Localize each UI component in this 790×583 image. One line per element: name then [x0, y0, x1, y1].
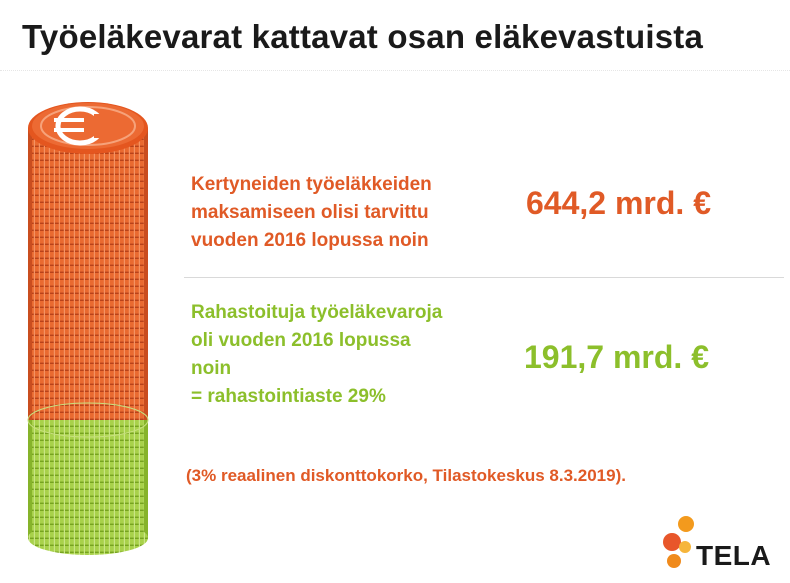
coin-stack-orange	[28, 128, 148, 420]
tela-logo: TELA	[660, 512, 772, 574]
funds-line: oli vuoden 2016 lopussa	[191, 330, 411, 351]
coin-stack-green	[28, 420, 148, 555]
title-rule	[0, 70, 790, 71]
page-title: Työeläkevarat kattavat osan eläkevastuis…	[22, 18, 704, 55]
liabilities-line: vuoden 2016 lopussa noin	[191, 230, 429, 251]
funds-line: = rahastointiaste 29%	[191, 386, 386, 407]
tela-logo-mark	[663, 516, 694, 568]
euro-icon	[54, 106, 108, 146]
liabilities-text: Kertyneiden työeläkkeiden maksamiseen ol…	[191, 171, 432, 255]
funds-line: Rahastoituja työeläkevaroja	[191, 302, 443, 323]
liabilities-line: maksamiseen olisi tarvittu	[191, 202, 429, 223]
coin-stack-top	[28, 102, 148, 154]
tela-logo-text: TELA	[696, 540, 772, 571]
liabilities-line: Kertyneiden työeläkkeiden	[191, 174, 432, 195]
liabilities-value: 644,2 mrd. €	[526, 185, 711, 221]
funds-line: noin	[191, 358, 232, 379]
coin-stack-illustration	[27, 102, 149, 555]
footnote: (3% reaalinen diskonttokorko, Tilastokes…	[186, 466, 626, 485]
section-divider	[184, 277, 784, 278]
funds-value: 191,7 mrd. €	[524, 339, 709, 375]
funds-text: Rahastoituja työeläkevaroja oli vuoden 2…	[191, 299, 442, 411]
